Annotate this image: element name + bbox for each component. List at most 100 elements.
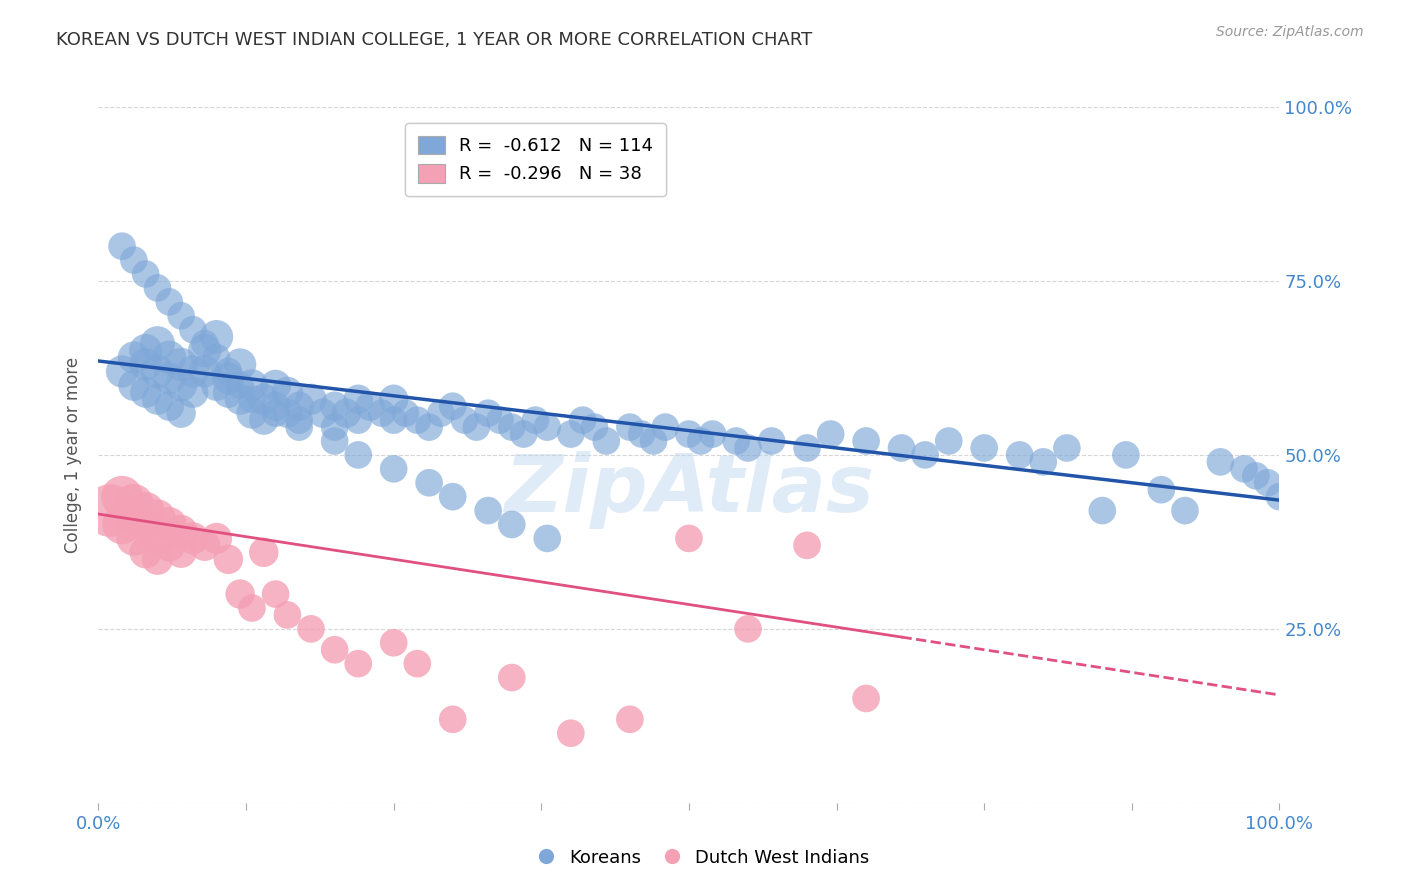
Point — [111, 364, 134, 378]
Point — [820, 427, 842, 442]
Point — [217, 371, 239, 385]
Point — [323, 434, 346, 448]
Point — [217, 552, 239, 566]
Point — [761, 434, 783, 448]
Point — [122, 497, 145, 511]
Point — [157, 351, 180, 365]
Point — [347, 392, 370, 407]
Point — [229, 358, 252, 372]
Point — [276, 406, 298, 420]
Point — [146, 392, 169, 407]
Point — [1008, 448, 1031, 462]
Point — [737, 441, 759, 455]
Point — [288, 420, 311, 434]
Point — [394, 406, 416, 420]
Point — [453, 413, 475, 427]
Point — [170, 406, 193, 420]
Point — [253, 413, 276, 427]
Point — [1150, 483, 1173, 497]
Point — [1174, 503, 1197, 517]
Point — [796, 441, 818, 455]
Point — [98, 503, 121, 517]
Point — [571, 413, 593, 427]
Y-axis label: College, 1 year or more: College, 1 year or more — [65, 357, 83, 553]
Point — [146, 336, 169, 351]
Point — [1032, 455, 1054, 469]
Point — [111, 517, 134, 532]
Point — [441, 399, 464, 413]
Point — [146, 281, 169, 295]
Point — [595, 434, 617, 448]
Point — [240, 406, 263, 420]
Point — [157, 538, 180, 552]
Text: Source: ZipAtlas.com: Source: ZipAtlas.com — [1216, 25, 1364, 39]
Point — [146, 552, 169, 566]
Point — [382, 413, 405, 427]
Point — [406, 657, 429, 671]
Point — [441, 490, 464, 504]
Point — [157, 517, 180, 532]
Point — [890, 441, 912, 455]
Point — [643, 434, 665, 448]
Point — [205, 378, 228, 392]
Point — [181, 364, 204, 378]
Point — [583, 420, 606, 434]
Point — [536, 532, 558, 546]
Point — [855, 434, 877, 448]
Point — [619, 712, 641, 726]
Point — [146, 510, 169, 524]
Point — [441, 712, 464, 726]
Point — [796, 538, 818, 552]
Point — [347, 413, 370, 427]
Point — [240, 392, 263, 407]
Point — [157, 294, 180, 309]
Point — [264, 378, 287, 392]
Point — [371, 406, 394, 420]
Point — [1091, 503, 1114, 517]
Point — [560, 726, 582, 740]
Point — [264, 406, 287, 420]
Point — [382, 392, 405, 407]
Point — [1233, 462, 1256, 476]
Point — [111, 239, 134, 253]
Point — [689, 434, 711, 448]
Legend: R =  -0.612   N = 114, R =  -0.296   N = 38: R = -0.612 N = 114, R = -0.296 N = 38 — [405, 123, 666, 196]
Point — [418, 420, 440, 434]
Point — [654, 420, 676, 434]
Point — [1115, 448, 1137, 462]
Point — [725, 434, 748, 448]
Point — [323, 642, 346, 657]
Point — [737, 622, 759, 636]
Point — [229, 392, 252, 407]
Point — [122, 378, 145, 392]
Point — [229, 587, 252, 601]
Point — [253, 392, 276, 407]
Point — [135, 545, 157, 559]
Point — [312, 406, 335, 420]
Legend: Koreans, Dutch West Indians: Koreans, Dutch West Indians — [529, 841, 877, 874]
Point — [536, 420, 558, 434]
Point — [524, 413, 547, 427]
Point — [323, 420, 346, 434]
Point — [264, 587, 287, 601]
Point — [406, 413, 429, 427]
Point — [181, 323, 204, 337]
Point — [122, 351, 145, 365]
Point — [170, 309, 193, 323]
Point — [430, 406, 453, 420]
Point — [276, 385, 298, 400]
Point — [938, 434, 960, 448]
Point — [477, 503, 499, 517]
Point — [157, 399, 180, 413]
Point — [560, 427, 582, 442]
Point — [194, 364, 217, 378]
Point — [181, 385, 204, 400]
Point — [170, 358, 193, 372]
Point — [122, 532, 145, 546]
Text: KOREAN VS DUTCH WEST INDIAN COLLEGE, 1 YEAR OR MORE CORRELATION CHART: KOREAN VS DUTCH WEST INDIAN COLLEGE, 1 Y… — [56, 31, 813, 49]
Point — [323, 399, 346, 413]
Point — [501, 671, 523, 685]
Point — [205, 532, 228, 546]
Point — [217, 364, 239, 378]
Point — [146, 532, 169, 546]
